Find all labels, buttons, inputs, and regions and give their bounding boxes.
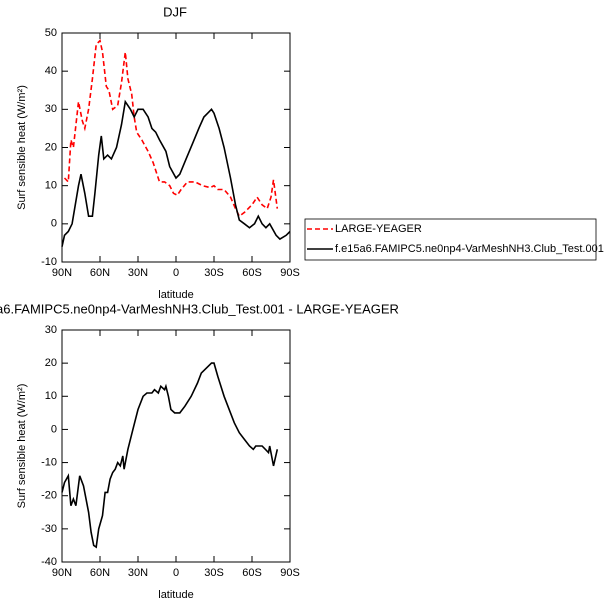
x-tick-label: 30N <box>128 567 148 579</box>
y-tick-label: 20 <box>45 141 57 153</box>
y-axis-label: Surf sensible heat (W/m²) <box>16 85 28 210</box>
y-tick-label: 10 <box>45 180 57 192</box>
y-tick-label: -30 <box>41 523 57 535</box>
y-tick-label: 20 <box>45 357 57 369</box>
data-line <box>61 362 279 549</box>
plot-frame <box>61 329 291 563</box>
x-tick-label: 90N <box>52 567 72 579</box>
y-tick-label: -40 <box>41 556 57 568</box>
x-axis-label: latitude <box>158 589 193 601</box>
y-tick-label: 0 <box>51 423 57 435</box>
x-tick-label: 0 <box>173 567 179 579</box>
y-tick-label: 10 <box>45 390 57 402</box>
y-tick-label: 50 <box>45 27 57 39</box>
x-tick-label: 30S <box>204 567 224 579</box>
x-tick-label: 60N <box>90 267 110 279</box>
y-axis-label: Surf sensible heat (W/m²) <box>16 384 28 509</box>
y-tick-label: 30 <box>45 103 57 115</box>
x-tick-label: 0 <box>173 267 179 279</box>
y-tick-label: 0 <box>51 218 57 230</box>
x-tick-label: 60S <box>242 267 262 279</box>
x-tick-label: 90S <box>280 567 300 579</box>
chart-title: f.e15a6.FAMIPC5.ne0np4-VarMeshNH3.Club_T… <box>0 301 399 316</box>
x-tick-label: 30N <box>128 267 148 279</box>
x-axis-label: latitude <box>158 289 193 301</box>
data-line <box>61 99 291 247</box>
y-tick-label: -10 <box>41 256 57 268</box>
legend-label: f.e15a6.FAMIPC5.ne0np4-VarMeshNH3.Club_T… <box>335 243 604 255</box>
x-tick-label: 60S <box>242 567 262 579</box>
data-line <box>63 38 279 218</box>
legend-label: LARGE-YEAGER <box>335 223 422 235</box>
x-tick-label: 30S <box>204 267 224 279</box>
chart-title: DJF <box>163 4 187 19</box>
plot-frame <box>61 32 291 263</box>
y-tick-label: 30 <box>45 324 57 336</box>
legend-box <box>304 218 597 261</box>
y-tick-label: -20 <box>41 490 57 502</box>
x-tick-label: 60N <box>90 567 110 579</box>
x-tick-label: 90S <box>280 267 300 279</box>
x-tick-label: 90N <box>52 267 72 279</box>
y-tick-label: -10 <box>41 456 57 468</box>
y-tick-label: 40 <box>45 65 57 77</box>
